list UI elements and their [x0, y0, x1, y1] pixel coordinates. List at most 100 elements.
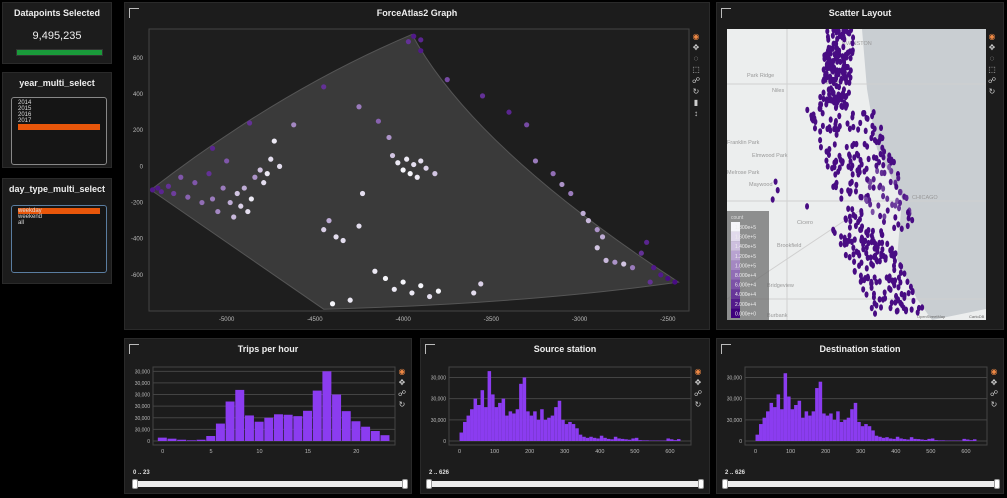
box-select-icon[interactable]: ⬚	[988, 65, 996, 74]
color-wheel-icon[interactable]: ◉	[398, 367, 406, 376]
histogram-bar	[186, 440, 196, 441]
scatter-toolbar: ◉ ✥ ◌ ⬚ ☍ ↻	[987, 31, 997, 97]
destination-range-slider[interactable]	[722, 479, 1000, 489]
year-multi-select[interactable]: 2014 2015 2016 2017	[11, 97, 107, 165]
histogram-bar	[536, 419, 541, 441]
map-place-label: Melrose Park	[727, 170, 760, 176]
color-wheel-icon[interactable]: ◉	[988, 32, 996, 41]
station-point	[852, 154, 857, 161]
hover-icon[interactable]: ☍	[989, 389, 999, 398]
histogram-bar	[578, 434, 583, 441]
selection-icon[interactable]	[425, 344, 435, 354]
station-point	[906, 215, 911, 222]
export-icon[interactable]: ▮	[693, 98, 699, 107]
list-option[interactable]: weekend	[18, 214, 43, 220]
histogram-bar	[909, 437, 914, 441]
list-option[interactable]: 2016	[18, 112, 32, 118]
station-point	[880, 239, 885, 247]
color-wheel-icon[interactable]: ◉	[990, 367, 998, 376]
graph-node	[411, 161, 417, 168]
slider-handle-start[interactable]	[426, 479, 432, 489]
graph-node	[321, 227, 327, 233]
histogram-plot[interactable]: 30,000 30,000 30,000 30,000 30,000 30,000 0 0 5 1…	[125, 339, 413, 469]
selection-icon[interactable]	[129, 344, 139, 354]
reset-icon[interactable]: ↻	[990, 400, 998, 409]
reset-icon[interactable]: ↻	[398, 400, 406, 409]
lasso-icon[interactable]: ◌	[693, 54, 699, 63]
station-point	[805, 203, 810, 210]
slider-handle-start[interactable]	[722, 479, 728, 489]
histogram-bar	[801, 417, 805, 441]
color-wheel-icon[interactable]: ◉	[694, 367, 702, 376]
histogram-plot[interactable]: 30,000 30,000 30,000 0 0 100 200 300 400 500 600	[717, 339, 1005, 469]
station-point	[850, 206, 855, 213]
pan-icon[interactable]: ✥	[692, 43, 700, 52]
force-graph-plot[interactable]: -5000 -4500 -4000 -3500 -3000 -2500 600 400 200 0…	[124, 2, 710, 330]
histogram-plot[interactable]: 30,000 30,000 30,000 0 0 100 200 300 400 500 600	[421, 339, 709, 469]
station-point	[850, 142, 855, 150]
station-point	[842, 100, 847, 108]
list-option[interactable]: 2014	[18, 100, 32, 106]
list-option[interactable]: all	[18, 220, 25, 226]
histogram-bar	[927, 438, 931, 441]
station-point	[841, 86, 846, 93]
histogram-bar	[930, 438, 935, 441]
list-option[interactable]: 2015	[18, 106, 32, 112]
range-icon[interactable]: ↕	[694, 109, 698, 118]
hover-icon[interactable]: ☍	[987, 76, 997, 85]
lasso-icon[interactable]: ◌	[989, 54, 995, 63]
station-point	[850, 171, 855, 178]
selection-icon[interactable]	[721, 8, 731, 18]
pan-icon[interactable]: ✥	[990, 378, 998, 387]
hover-icon[interactable]: ☍	[691, 76, 701, 85]
list-option[interactable]	[18, 124, 100, 130]
slider-handle-end[interactable]	[402, 479, 408, 489]
box-select-icon[interactable]: ⬚	[692, 65, 700, 74]
station-point	[893, 214, 898, 221]
color-wheel-icon[interactable]: ◉	[692, 32, 700, 41]
graph-node	[386, 134, 392, 141]
station-point	[867, 183, 872, 191]
reset-icon[interactable]: ↻	[988, 87, 996, 96]
slider-handle-start[interactable]	[132, 479, 138, 489]
x-tick-label: -4000	[395, 317, 411, 323]
hour-range-slider[interactable]	[132, 479, 408, 489]
graph-node	[382, 275, 389, 282]
pan-icon[interactable]: ✥	[398, 378, 406, 387]
selection-icon[interactable]	[129, 8, 139, 18]
reset-icon[interactable]: ↻	[694, 400, 702, 409]
list-option[interactable]: 2017	[18, 118, 32, 124]
station-point	[805, 106, 810, 114]
station-point	[888, 304, 893, 312]
hover-icon[interactable]: ☍	[693, 389, 703, 398]
graph-node	[359, 190, 366, 197]
source-range-slider[interactable]	[426, 479, 704, 489]
y-tick-label: 30,000	[727, 397, 743, 403]
lake-michigan	[862, 29, 986, 320]
histogram-bar	[526, 411, 530, 441]
day-type-multi-select[interactable]: weekday weekend all	[11, 205, 107, 273]
y-tick-label: 30,000	[431, 375, 447, 381]
hover-icon[interactable]: ☍	[397, 389, 407, 398]
histogram-bar	[484, 407, 488, 441]
histogram-bar	[676, 439, 681, 441]
histogram-bar	[790, 409, 795, 441]
pan-icon[interactable]: ✥	[988, 43, 996, 52]
destination-range-label: 2 .. 626	[725, 470, 746, 476]
station-point	[871, 109, 876, 116]
pan-icon[interactable]: ✥	[694, 378, 702, 387]
selection-icon[interactable]	[721, 344, 731, 354]
graph-node	[580, 210, 586, 216]
x-tick-label: -3500	[484, 317, 500, 323]
station-point	[877, 278, 882, 285]
histogram-bar	[906, 439, 910, 441]
station-point	[818, 143, 823, 151]
slider-handle-end[interactable]	[994, 479, 1000, 489]
slider-handle-end[interactable]	[698, 479, 704, 489]
graph-node	[594, 227, 600, 233]
reset-icon[interactable]: ↻	[692, 87, 700, 96]
graph-node	[238, 203, 244, 209]
list-option[interactable]: weekday	[18, 208, 100, 214]
station-point	[847, 125, 852, 132]
